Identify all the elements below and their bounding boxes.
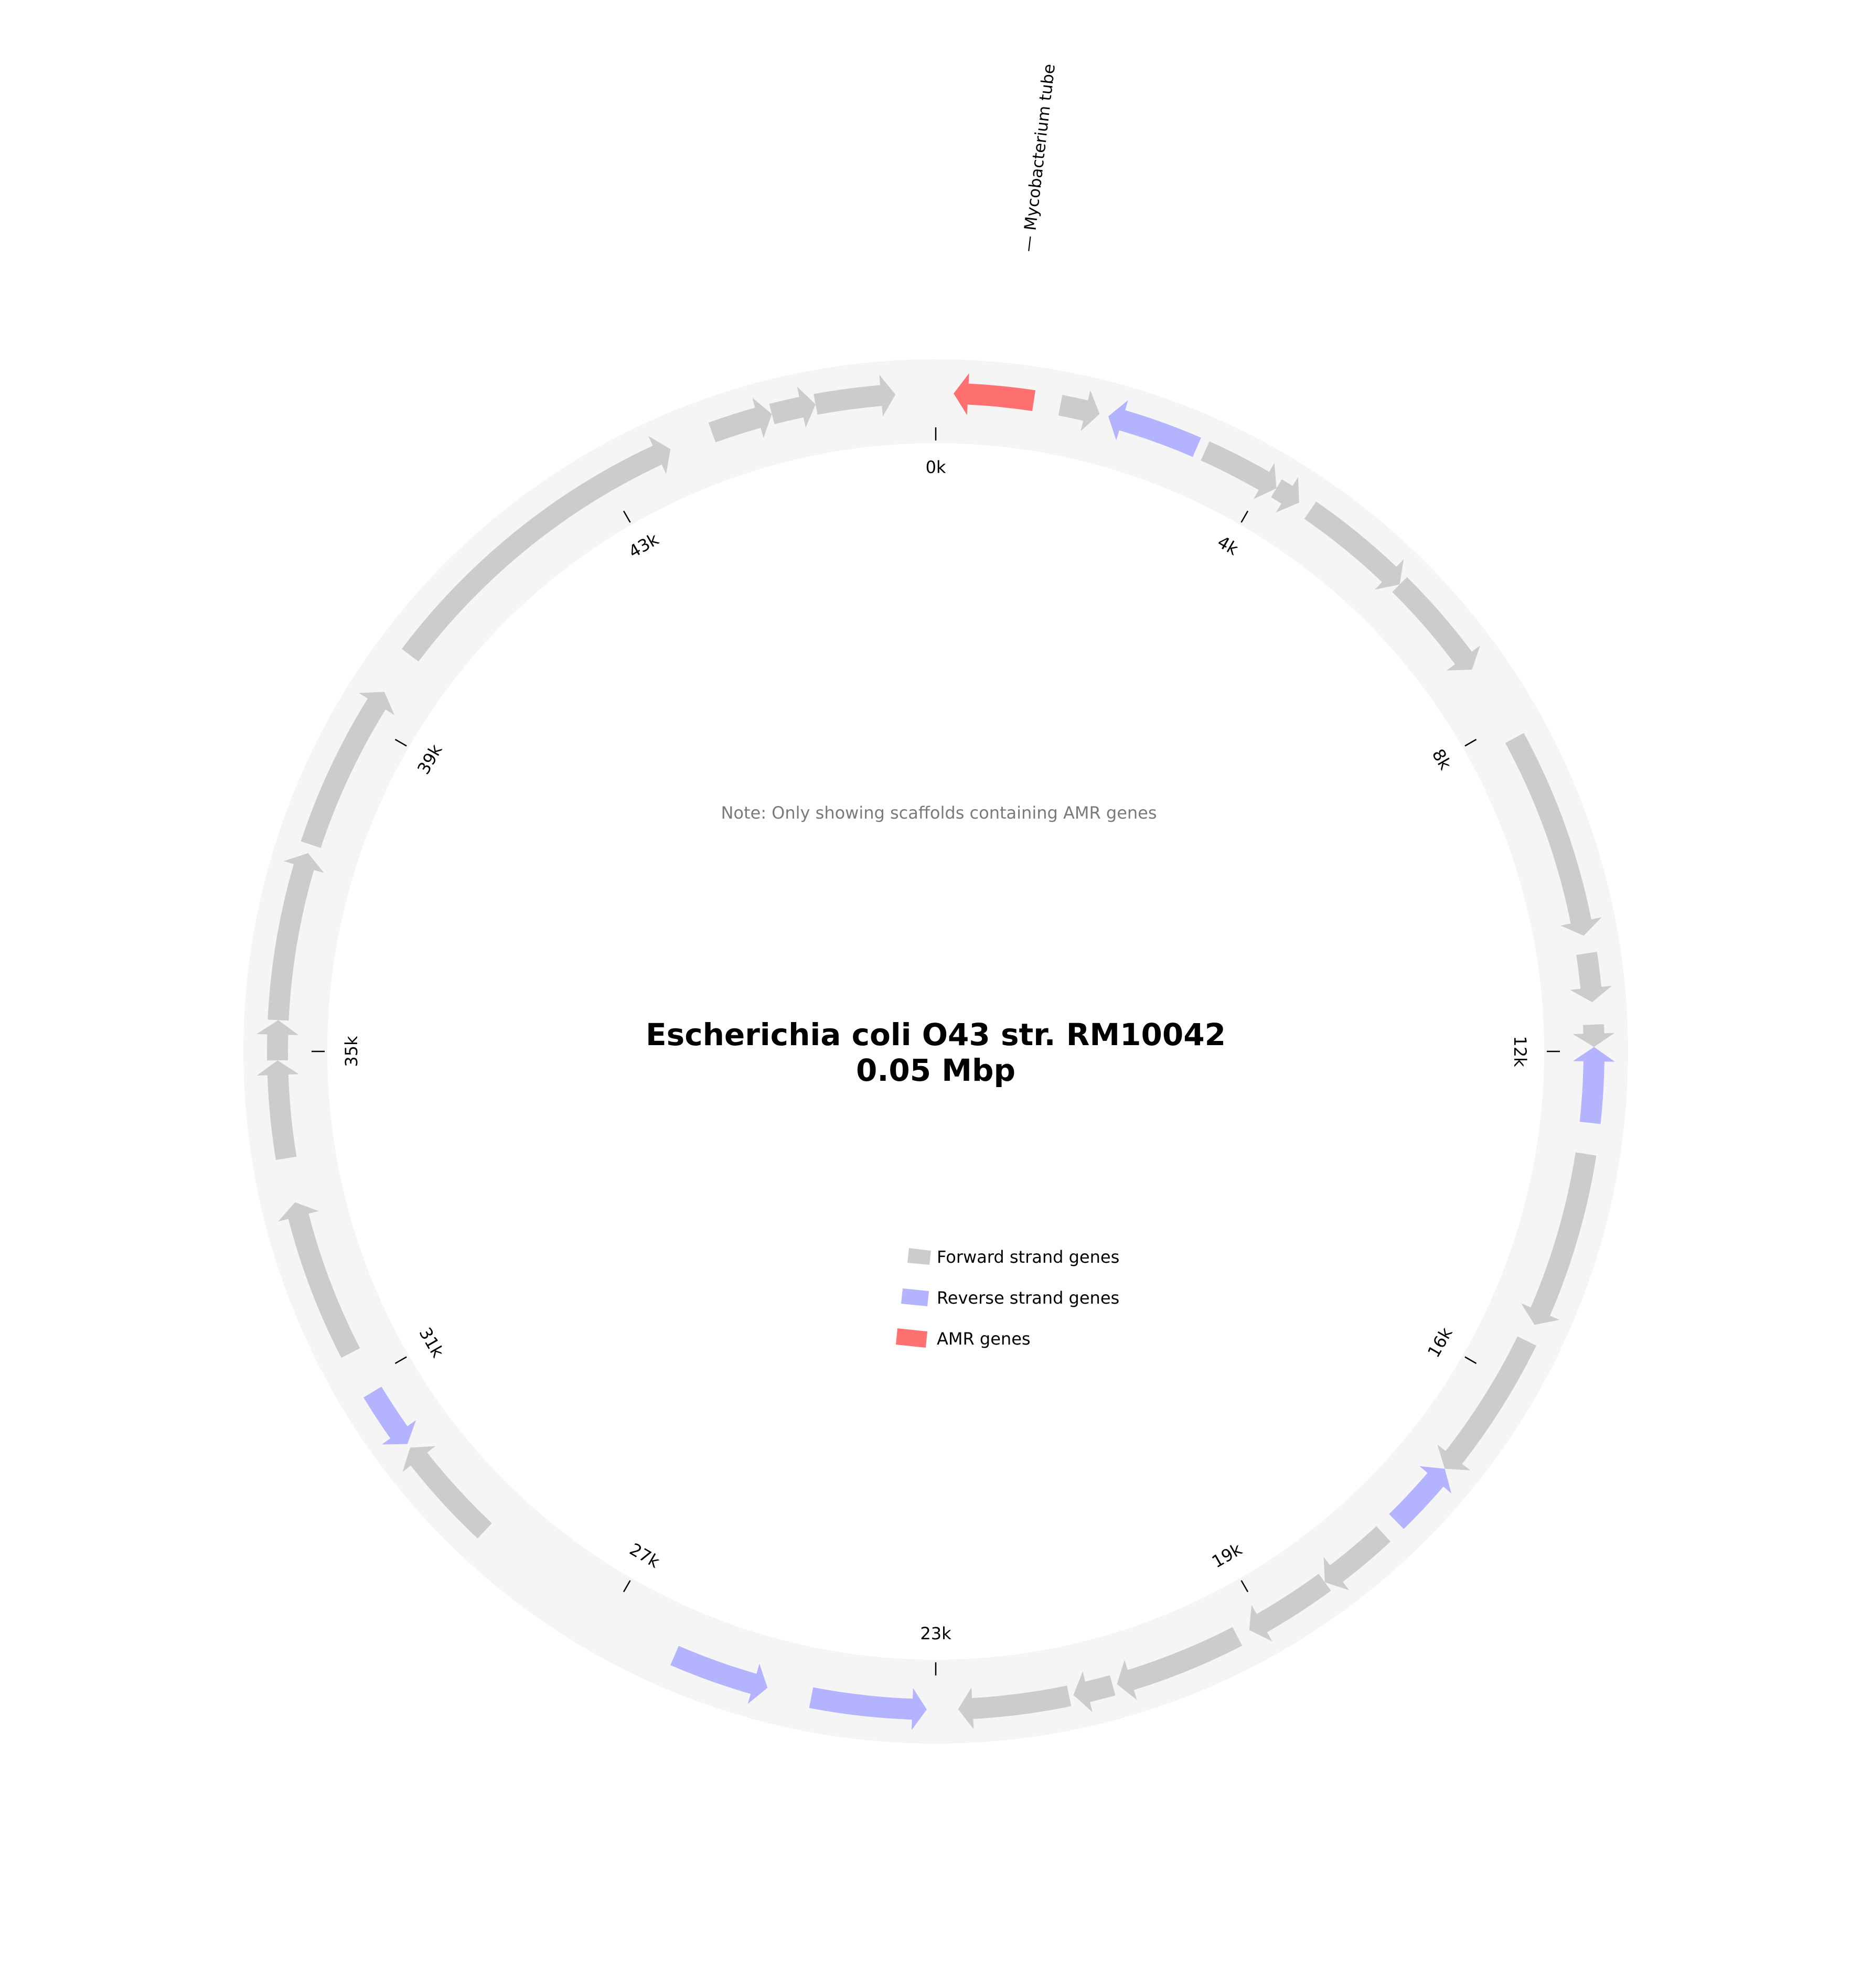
tick-label: 12k xyxy=(1510,1036,1530,1067)
legend-label-amr: AMR genes xyxy=(937,1329,1031,1349)
reverse-gene-arrow xyxy=(809,1687,927,1731)
tick-mark xyxy=(1240,510,1249,523)
tick-mark xyxy=(394,738,407,747)
amr-annotation-label: — Mycobacterium tube xyxy=(1019,63,1059,253)
forward-gene-arrow xyxy=(401,436,671,662)
genome-title: Escherichia coli O43 str. RM10042 xyxy=(646,1017,1226,1052)
forward-gene-arrow xyxy=(1058,390,1100,431)
forward-gene-arrow xyxy=(1073,1671,1116,1713)
reverse-gene-arrow xyxy=(363,1387,416,1445)
genome-size: 0.05 Mbp xyxy=(856,1052,1015,1088)
forward-gene-arrow xyxy=(1271,477,1299,513)
forward-gene-arrow xyxy=(1521,1152,1597,1325)
tick-mark xyxy=(623,510,631,523)
forward-gene-arrow xyxy=(402,1446,492,1539)
tick-mark xyxy=(1464,1356,1477,1364)
forward-gene-arrow xyxy=(814,374,896,417)
legend-swatch-forward xyxy=(907,1248,931,1265)
forward-gene-arrow xyxy=(256,1020,299,1061)
legend-swatch-reverse xyxy=(901,1288,929,1306)
tick-label: 43k xyxy=(625,529,662,562)
forward-gene-arrow xyxy=(301,692,395,848)
forward-gene-arrow xyxy=(1570,951,1612,1003)
forward-gene-arrow xyxy=(1392,577,1481,671)
forward-gene-arrow xyxy=(1117,1627,1243,1700)
reverse-gene-arrow xyxy=(1389,1466,1452,1529)
forward-gene-arrow xyxy=(1573,1024,1615,1047)
forward-gene-arrow xyxy=(769,386,816,428)
tick-label: 31k xyxy=(415,1324,448,1361)
tick-label: 23k xyxy=(920,1624,951,1643)
tick-label: 16k xyxy=(1424,1324,1457,1361)
forward-gene-arrow xyxy=(1304,501,1404,590)
legend-label-forward: Forward strand genes xyxy=(937,1247,1119,1267)
tick-mark xyxy=(1464,738,1477,747)
forward-gene-arrow xyxy=(1249,1574,1331,1641)
forward-gene-arrow xyxy=(278,1202,360,1358)
forward-gene-arrow xyxy=(1323,1526,1391,1591)
reverse-gene-arrow xyxy=(670,1646,768,1704)
tick-label: 4k xyxy=(1214,532,1242,560)
amr-gene-arrow xyxy=(954,373,1036,415)
tick-mark xyxy=(623,1580,631,1593)
tick-label: 35k xyxy=(341,1036,361,1067)
reverse-gene-arrow xyxy=(1108,400,1201,457)
legend-label-reverse: Reverse strand genes xyxy=(937,1288,1119,1308)
reverse-gene-arrow xyxy=(1573,1047,1615,1124)
tick-mark xyxy=(1240,1580,1249,1593)
tick-label: 39k xyxy=(413,740,446,778)
tick-label: 19k xyxy=(1208,1539,1246,1572)
forward-gene-arrow xyxy=(268,853,324,1021)
legend-swatch-amr xyxy=(896,1328,927,1348)
tick-label: 0k xyxy=(926,457,946,477)
tick-mark xyxy=(394,1356,407,1364)
genes-layer xyxy=(256,373,1615,1731)
forward-gene-arrow xyxy=(708,397,772,443)
forward-gene-arrow xyxy=(1505,733,1602,936)
forward-gene-arrow xyxy=(958,1685,1072,1729)
annotation-layer: — Mycobacterium tube xyxy=(1019,63,1059,253)
tick-label: 8k xyxy=(1428,746,1456,773)
forward-gene-arrow xyxy=(1201,441,1277,499)
tick-label: 27k xyxy=(626,1539,664,1572)
legend: Forward strand genes Reverse strand gene… xyxy=(896,1247,1119,1349)
note-text: Note: Only showing scaffolds containing … xyxy=(721,803,1157,823)
forward-gene-arrow xyxy=(256,1060,299,1160)
forward-gene-arrow xyxy=(1437,1336,1536,1470)
